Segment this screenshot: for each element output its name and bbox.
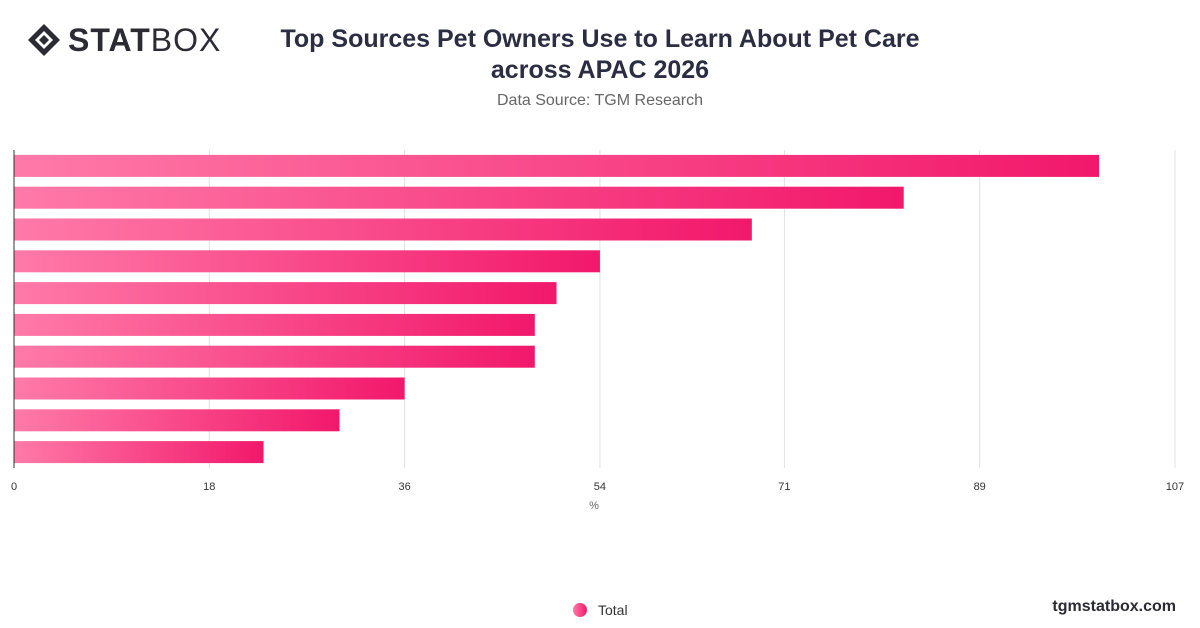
bar[interactable]: [14, 186, 904, 209]
statbox-logo: STATBOX: [26, 22, 221, 58]
x-tick-label: 0: [11, 481, 17, 493]
website-link[interactable]: tgmstatbox.com: [1052, 598, 1176, 615]
bar[interactable]: [14, 282, 557, 305]
legend[interactable]: Total: [573, 602, 628, 618]
bar[interactable]: [14, 154, 1100, 177]
bar[interactable]: [14, 441, 264, 464]
x-tick-labels: 0 18 36 54 71 89 107: [11, 481, 1184, 493]
x-tick-label: 89: [974, 481, 986, 493]
x-tick-label: 18: [203, 481, 215, 493]
bar[interactable]: [14, 313, 535, 336]
x-tick-label: 36: [398, 481, 410, 493]
bar[interactable]: [14, 377, 405, 400]
statbox-diamond-icon: [28, 24, 60, 56]
logo-text-bold: STAT: [68, 22, 151, 58]
x-axis-label: %: [589, 500, 599, 512]
bars: [14, 154, 1100, 464]
bar[interactable]: [14, 218, 752, 241]
bar[interactable]: [14, 250, 600, 273]
x-tick-label: 71: [778, 481, 790, 493]
x-tick-label: 54: [594, 481, 606, 493]
chart-title: Top Sources Pet Owners Use to Learn Abou…: [280, 25, 920, 84]
bar[interactable]: [14, 409, 340, 432]
bar[interactable]: [14, 345, 535, 368]
x-tick-label: 107: [1166, 481, 1184, 493]
chart-subtitle: Data Source: TGM Research: [496, 92, 703, 109]
logo-text-regular: BOX: [150, 22, 222, 58]
legend-label-total: Total: [598, 602, 628, 618]
logo-text: STATBOX: [68, 22, 221, 58]
legend-marker-icon: [573, 603, 587, 617]
